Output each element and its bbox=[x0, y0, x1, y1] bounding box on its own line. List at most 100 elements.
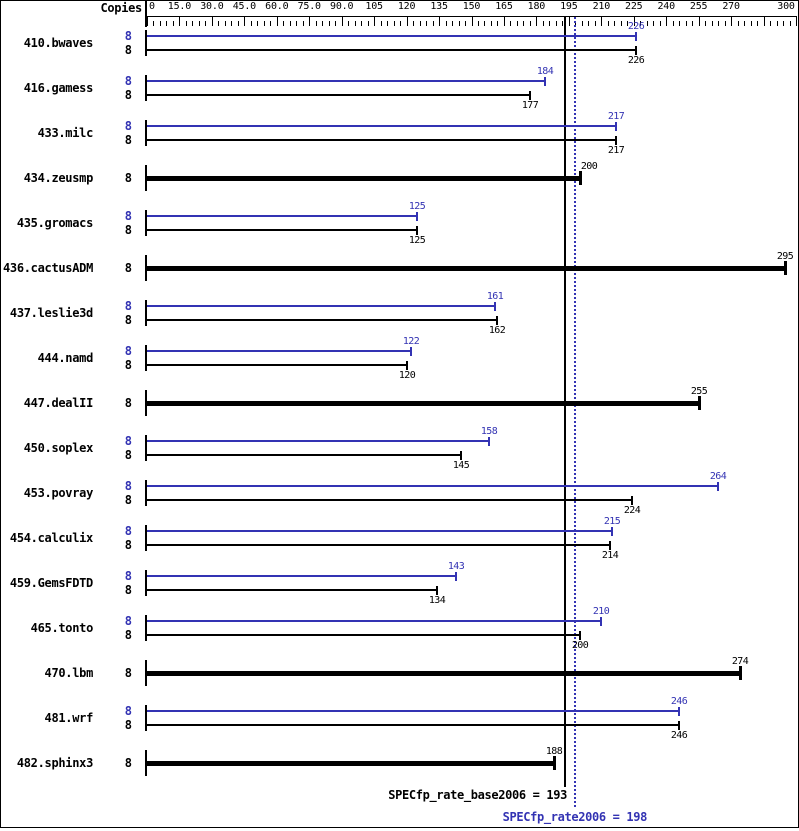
benchmark-name: 453.povray bbox=[23, 486, 94, 500]
axis-minor-tick bbox=[218, 21, 219, 26]
group-axis-segment bbox=[145, 210, 147, 236]
axis-tick-label: 75.0 bbox=[297, 1, 321, 12]
peak-bar bbox=[147, 575, 456, 577]
peak-bar bbox=[147, 620, 601, 622]
base-peak-value-label: 295 bbox=[776, 251, 794, 262]
axis-minor-tick bbox=[160, 21, 161, 26]
axis-minor-tick bbox=[459, 21, 460, 26]
benchmark-name: 454.calculix bbox=[9, 531, 93, 545]
axis-minor-tick bbox=[387, 21, 388, 26]
axis-minor-tick bbox=[420, 21, 421, 26]
copies-value-base: 8 bbox=[124, 43, 132, 57]
benchmark-name: 410.bwaves bbox=[23, 36, 94, 50]
axis-tick-label: 90.0 bbox=[330, 1, 354, 12]
base-bar bbox=[147, 94, 530, 96]
peak-value-label: 246 bbox=[670, 696, 688, 707]
axis-tick-label: 0 bbox=[149, 1, 155, 12]
bar-end-cap bbox=[739, 666, 742, 680]
base-value-label: 217 bbox=[607, 145, 625, 156]
axis-minor-tick bbox=[588, 21, 589, 26]
benchmark-name: 447.dealII bbox=[23, 396, 94, 410]
axis-minor-tick bbox=[348, 21, 349, 26]
group-axis-segment bbox=[145, 480, 147, 506]
copies-value-base: 8 bbox=[124, 583, 132, 597]
peak-bar bbox=[147, 305, 495, 307]
axis-tick-label: 60.0 bbox=[265, 1, 289, 12]
group-axis-segment bbox=[145, 705, 147, 731]
base-bar bbox=[147, 49, 636, 51]
axis-major-tick bbox=[634, 16, 635, 26]
base-value-label: 162 bbox=[488, 325, 506, 336]
base-value-label: 145 bbox=[452, 460, 470, 471]
copies-value: 8 bbox=[124, 396, 132, 410]
axis-minor-tick bbox=[770, 21, 771, 26]
copies-value-base: 8 bbox=[124, 493, 132, 507]
base-bar-end-cap bbox=[436, 586, 438, 595]
peak-bar-end-cap bbox=[717, 482, 719, 491]
copies-column-header: Copies bbox=[100, 1, 142, 15]
base-value-label: 120 bbox=[398, 370, 416, 381]
axis-minor-tick bbox=[497, 21, 498, 26]
benchmark-name: 416.gamess bbox=[23, 81, 94, 95]
copies-value-base: 8 bbox=[124, 538, 132, 552]
peak-bar bbox=[147, 530, 612, 532]
group-axis-segment bbox=[145, 165, 147, 191]
axis-minor-tick bbox=[368, 21, 369, 26]
group-axis-segment bbox=[145, 615, 147, 641]
axis-origin-line bbox=[145, 1, 147, 27]
axis-minor-tick bbox=[166, 21, 167, 26]
base-value-label: 125 bbox=[408, 235, 426, 246]
peak-value-label: 161 bbox=[486, 291, 504, 302]
axis-minor-tick bbox=[225, 21, 226, 26]
axis-tick-label: 240 bbox=[657, 1, 675, 12]
benchmark-name: 481.wrf bbox=[44, 711, 94, 725]
peak-bar bbox=[147, 35, 636, 37]
axis-tick-label: 30.0 bbox=[200, 1, 224, 12]
axis-minor-tick bbox=[322, 21, 323, 26]
axis-minor-tick bbox=[517, 21, 518, 26]
group-axis-segment bbox=[145, 120, 147, 146]
axis-minor-tick bbox=[296, 21, 297, 26]
base-peak-value-label: 200 bbox=[580, 161, 598, 172]
axis-minor-tick bbox=[673, 21, 674, 26]
axis-minor-tick bbox=[231, 21, 232, 26]
axis-minor-tick bbox=[400, 21, 401, 26]
axis-major-tick bbox=[244, 16, 245, 26]
peak-bar bbox=[147, 710, 679, 712]
axis-minor-tick bbox=[705, 21, 706, 26]
copies-value-peak: 8 bbox=[124, 524, 132, 538]
axis-minor-tick bbox=[556, 21, 557, 26]
axis-minor-tick bbox=[621, 21, 622, 26]
base-bar bbox=[147, 499, 632, 501]
axis-major-tick bbox=[179, 16, 180, 26]
axis-minor-tick bbox=[530, 21, 531, 26]
axis-major-tick bbox=[407, 16, 408, 26]
axis-minor-tick bbox=[543, 21, 544, 26]
axis-major-tick bbox=[764, 16, 765, 26]
axis-major-tick bbox=[342, 16, 343, 26]
axis-minor-tick bbox=[153, 21, 154, 26]
peak-value-label: 158 bbox=[480, 426, 498, 437]
axis-minor-tick bbox=[186, 21, 187, 26]
base-bar-end-cap bbox=[678, 721, 680, 730]
group-axis-segment bbox=[145, 390, 147, 416]
axis-minor-tick bbox=[660, 21, 661, 26]
base-value-label: 226 bbox=[627, 55, 645, 66]
axis-tick-label: 300 bbox=[777, 1, 795, 12]
group-axis-segment bbox=[145, 255, 147, 281]
benchmark-name: 482.sphinx3 bbox=[16, 756, 93, 770]
base-peak-bar bbox=[147, 761, 554, 766]
axis-minor-tick bbox=[751, 21, 752, 26]
copies-value: 8 bbox=[124, 756, 132, 770]
axis-minor-tick bbox=[316, 21, 317, 26]
axis-major-tick bbox=[731, 16, 732, 26]
copies-value-base: 8 bbox=[124, 313, 132, 327]
base-bar-end-cap bbox=[406, 361, 408, 370]
group-axis-segment bbox=[145, 750, 147, 776]
base-peak-value-label: 188 bbox=[545, 746, 563, 757]
base-bar-end-cap bbox=[460, 451, 462, 460]
axis-minor-tick bbox=[627, 21, 628, 26]
peak-bar-end-cap bbox=[544, 77, 546, 86]
axis-tick-label: 165 bbox=[495, 1, 513, 12]
axis-minor-tick bbox=[361, 21, 362, 26]
